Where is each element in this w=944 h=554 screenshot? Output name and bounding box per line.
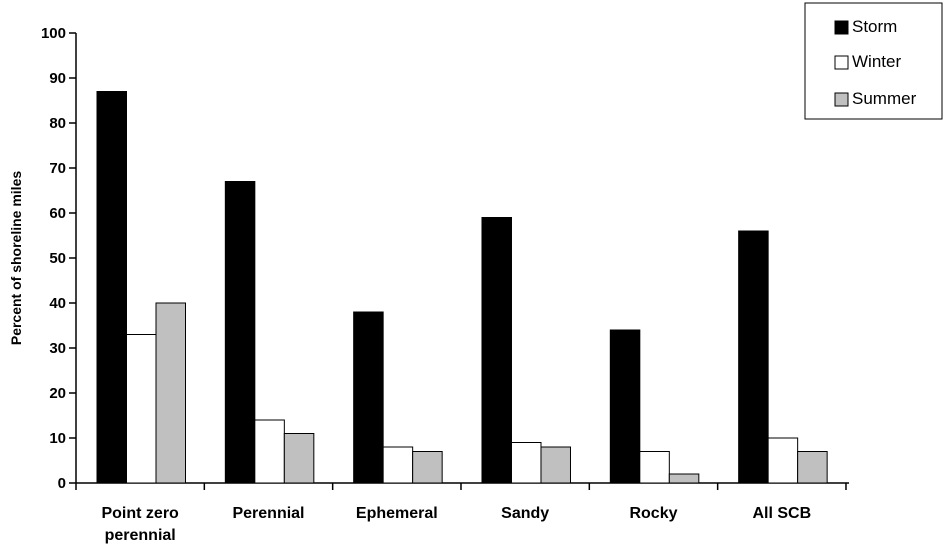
- y-tick-label: 60: [49, 205, 66, 222]
- x-category-label: Rocky: [629, 505, 677, 522]
- bar-summer: [797, 451, 828, 484]
- bar-winter: [510, 442, 542, 484]
- bar-winter: [382, 446, 414, 484]
- x-category-label: Point zero perennial: [101, 505, 179, 544]
- bar-summer: [668, 473, 700, 484]
- x-category-label: Sandy: [501, 505, 549, 522]
- legend-swatch-summer: [834, 92, 849, 107]
- x-category-label: Ephemeral: [356, 505, 438, 522]
- legend-label-storm: Storm: [852, 17, 897, 36]
- bar-winter: [639, 451, 670, 484]
- x-category-label: All SCB: [752, 505, 811, 522]
- y-tick-label: 0: [58, 475, 66, 492]
- y-axis-title: Percent of shoreline miles: [8, 171, 24, 345]
- y-tick-label: 50: [49, 250, 66, 267]
- y-tick-label: 30: [49, 340, 66, 357]
- bar-winter: [126, 334, 157, 484]
- bar-summer: [540, 446, 571, 484]
- legend: Storm Winter Summer: [804, 2, 943, 120]
- bar-storm: [224, 181, 256, 484]
- y-tick-label: 10: [49, 430, 66, 447]
- y-tick-label: 20: [49, 385, 66, 402]
- y-tick-label: 100: [41, 25, 66, 42]
- bars: [96, 91, 828, 484]
- bar-summer: [283, 433, 315, 484]
- bar-storm: [481, 217, 512, 484]
- bar-summer: [412, 451, 443, 484]
- y-tick-label: 40: [49, 295, 66, 312]
- bar-storm: [353, 311, 384, 484]
- y-tick-label: 70: [49, 160, 66, 177]
- bar-storm: [96, 91, 127, 484]
- legend-swatch-storm: [834, 20, 849, 35]
- bar-summer: [155, 302, 186, 484]
- y-tick-label: 90: [49, 70, 66, 87]
- bar-winter: [767, 437, 799, 484]
- legend-label-winter: Winter: [852, 52, 901, 71]
- legend-label-summer: Summer: [852, 89, 917, 108]
- bar-winter: [254, 419, 285, 484]
- legend-swatch-winter: [834, 55, 849, 70]
- x-axis: Point zero perennial Perennial Ephemeral San…: [75, 482, 849, 544]
- bar-storm: [738, 230, 769, 484]
- y-axis: 0 10 20 30 40 50 60 70 80 90 100: [41, 25, 77, 492]
- x-category-label: Perennial: [232, 505, 304, 522]
- legend-box: [804, 2, 943, 120]
- bar-storm: [609, 329, 641, 484]
- y-tick-label: 80: [49, 115, 66, 132]
